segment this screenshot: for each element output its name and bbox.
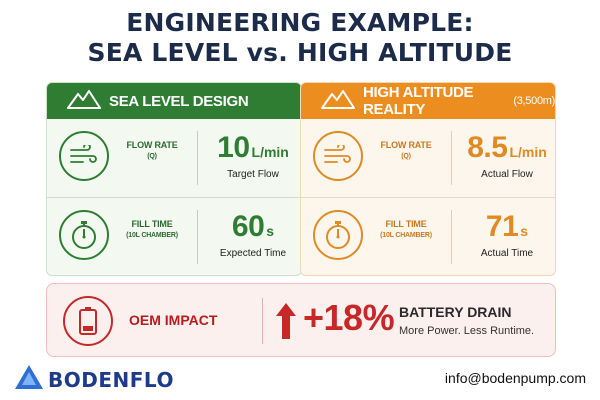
flow-rate-label-text: FLOW RATE <box>380 140 432 150</box>
high-altitude-panel: HIGH ALTITUDE REALITY (3,500m) FLOW RATE… <box>300 82 556 276</box>
fill-time-sub: (10L CHAMBER) <box>126 232 178 239</box>
high-altitude-header-sub: (3,500m) <box>513 95 555 107</box>
wind-flow-icon <box>313 131 363 181</box>
oem-impact-panel: OEM IMPACT +18% BATTERY DRAIN More Power… <box>46 283 556 357</box>
sea-level-fill-row: FILL TIME (10L CHAMBER) 60 s Expected Tim… <box>47 197 301 275</box>
battery-drain-subtitle: More Power. Less Runtime. <box>399 325 535 337</box>
flow-rate-value: 8.5 L/min Actual Flow <box>457 131 555 180</box>
fill-time-unit: s <box>266 223 275 239</box>
battery-drain-title: BATTERY DRAIN <box>399 304 512 320</box>
fill-time-sub: (10L CHAMBER) <box>380 232 432 239</box>
high-altitude-fill-row: FILL TIME (10L CHAMBER) 71 s Actual Time <box>301 197 555 275</box>
fill-time-label-text: FILL TIME <box>131 219 173 229</box>
flow-rate-caption: Target Flow <box>227 169 279 180</box>
page-title: ENGINEERING EXAMPLE: SEA LEVEL vs. HIGH … <box>0 8 600 68</box>
mountain-icon <box>67 89 101 113</box>
fill-time-number: 60 <box>231 210 265 243</box>
flow-rate-number: 10 <box>217 131 250 164</box>
title-line-1: ENGINEERING EXAMPLE: <box>126 8 474 37</box>
divider <box>262 298 263 344</box>
battery-low-icon <box>63 296 113 346</box>
oem-impact-label: OEM IMPACT <box>129 312 218 328</box>
divider <box>197 210 198 264</box>
flow-rate-unit: L/min <box>509 144 547 160</box>
flow-rate-sub: (Q) <box>401 153 411 160</box>
flow-rate-label-text: FLOW RATE <box>126 140 178 150</box>
high-altitude-header-text: HIGH ALTITUDE REALITY <box>363 84 474 118</box>
sea-level-flow-row: FLOW RATE (Q) 10 L/min Target Flow <box>47 119 301 197</box>
divider <box>197 131 198 185</box>
wind-flow-icon <box>59 131 109 181</box>
stopwatch-icon <box>59 210 109 260</box>
flow-rate-label: FLOW RATE (Q) <box>371 139 441 163</box>
divider <box>451 131 452 185</box>
fill-time-label: FILL TIME (10L CHAMBER) <box>117 218 187 242</box>
fill-time-label: FILL TIME (10L CHAMBER) <box>371 218 441 242</box>
fill-time-caption: Actual Time <box>480 248 534 259</box>
flow-rate-label: FLOW RATE (Q) <box>117 139 187 163</box>
flow-rate-sub: (Q) <box>147 153 157 160</box>
up-arrow-icon <box>275 302 297 345</box>
fill-time-unit: s <box>520 223 529 239</box>
bodenflo-logo: BODENFLO <box>14 364 174 395</box>
fill-time-caption: Expected Time <box>219 248 287 259</box>
fill-time-value: 60 s Expected Time <box>203 210 301 259</box>
title-line-2: SEA LEVEL vs. HIGH ALTITUDE <box>87 38 513 67</box>
flow-rate-value: 10 L/min Target Flow <box>203 131 301 180</box>
bodenflo-logo-icon <box>14 364 44 395</box>
sea-level-panel: SEA LEVEL DESIGN FLOW RATE (Q) 10 L/min T… <box>46 82 302 276</box>
contact-email[interactable]: info@bodenpump.com <box>444 370 586 386</box>
fill-time-number: 71 <box>485 210 519 243</box>
fill-time-label-text: FILL TIME <box>385 219 427 229</box>
high-altitude-flow-row: FLOW RATE (Q) 8.5 L/min Actual Flow <box>301 119 555 197</box>
mountain-icon <box>321 89 355 113</box>
sea-level-header-text: SEA LEVEL DESIGN <box>109 92 249 110</box>
flow-rate-caption: Actual Flow <box>481 169 533 180</box>
fill-time-value: 71 s Actual Time <box>457 210 555 259</box>
flow-rate-number: 8.5 <box>467 131 508 164</box>
flow-rate-unit: L/min <box>251 144 289 160</box>
battery-drain-percent: +18% <box>303 297 395 338</box>
bodenflo-logo-text: BODENFLO <box>48 367 174 392</box>
high-altitude-header: HIGH ALTITUDE REALITY (3,500m) <box>301 83 555 119</box>
divider <box>451 210 452 264</box>
sea-level-header: SEA LEVEL DESIGN <box>47 83 301 119</box>
stopwatch-icon <box>313 210 363 260</box>
